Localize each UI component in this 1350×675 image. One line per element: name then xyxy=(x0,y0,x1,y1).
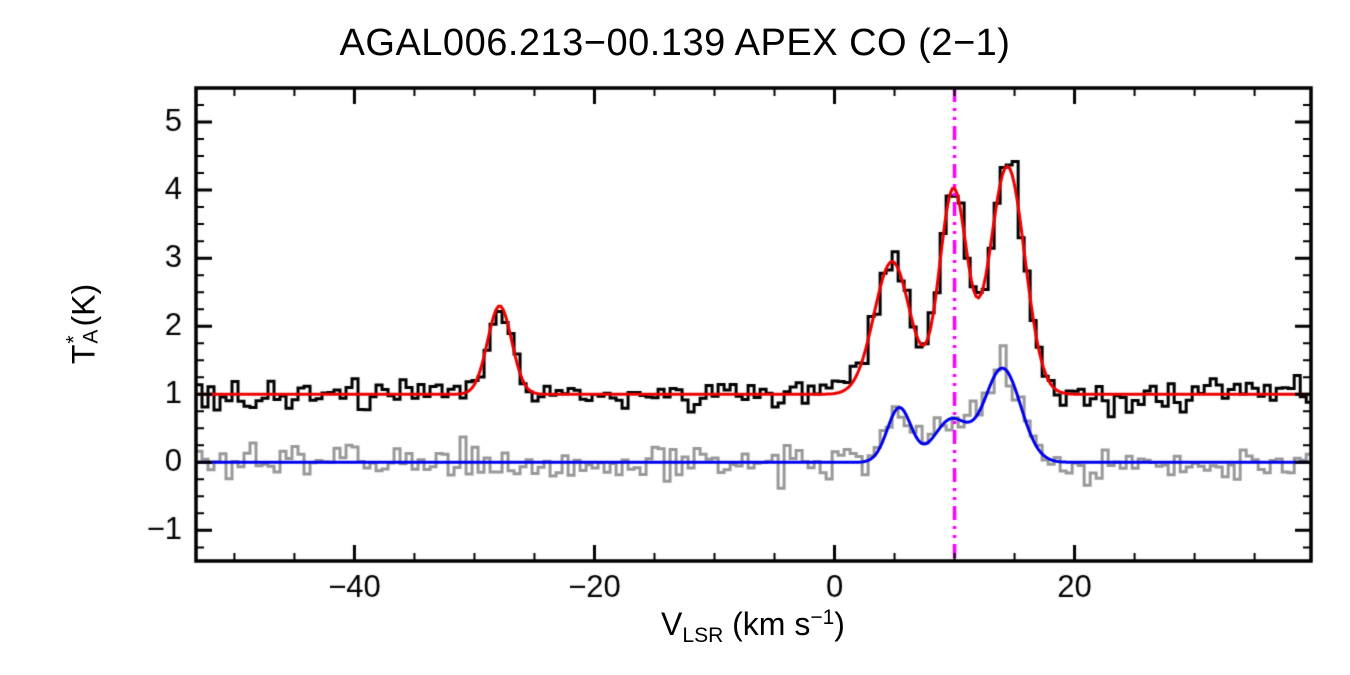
y-axis-label-scripts: * A xyxy=(62,329,103,344)
x-axis-label-unit-pre: (km s xyxy=(723,606,811,642)
x-axis-label-unit-post: ) xyxy=(834,606,845,642)
x-axis-label: VLSR (km s−1) xyxy=(661,606,845,648)
x-axis-label-subscript: LSR xyxy=(682,624,724,647)
y-axis-label-symbol: T xyxy=(65,344,102,365)
chart-title: AGAL006.213−00.139 APEX CO (2−1) xyxy=(339,22,1011,64)
y-axis-label-subscript: A xyxy=(79,329,103,344)
y-axis-label: T * A (K) xyxy=(62,283,103,365)
x-axis-label-superscript: −1 xyxy=(810,606,835,629)
y-axis-label-unit: (K) xyxy=(65,283,102,327)
x-axis-label-symbol: V xyxy=(661,606,683,642)
